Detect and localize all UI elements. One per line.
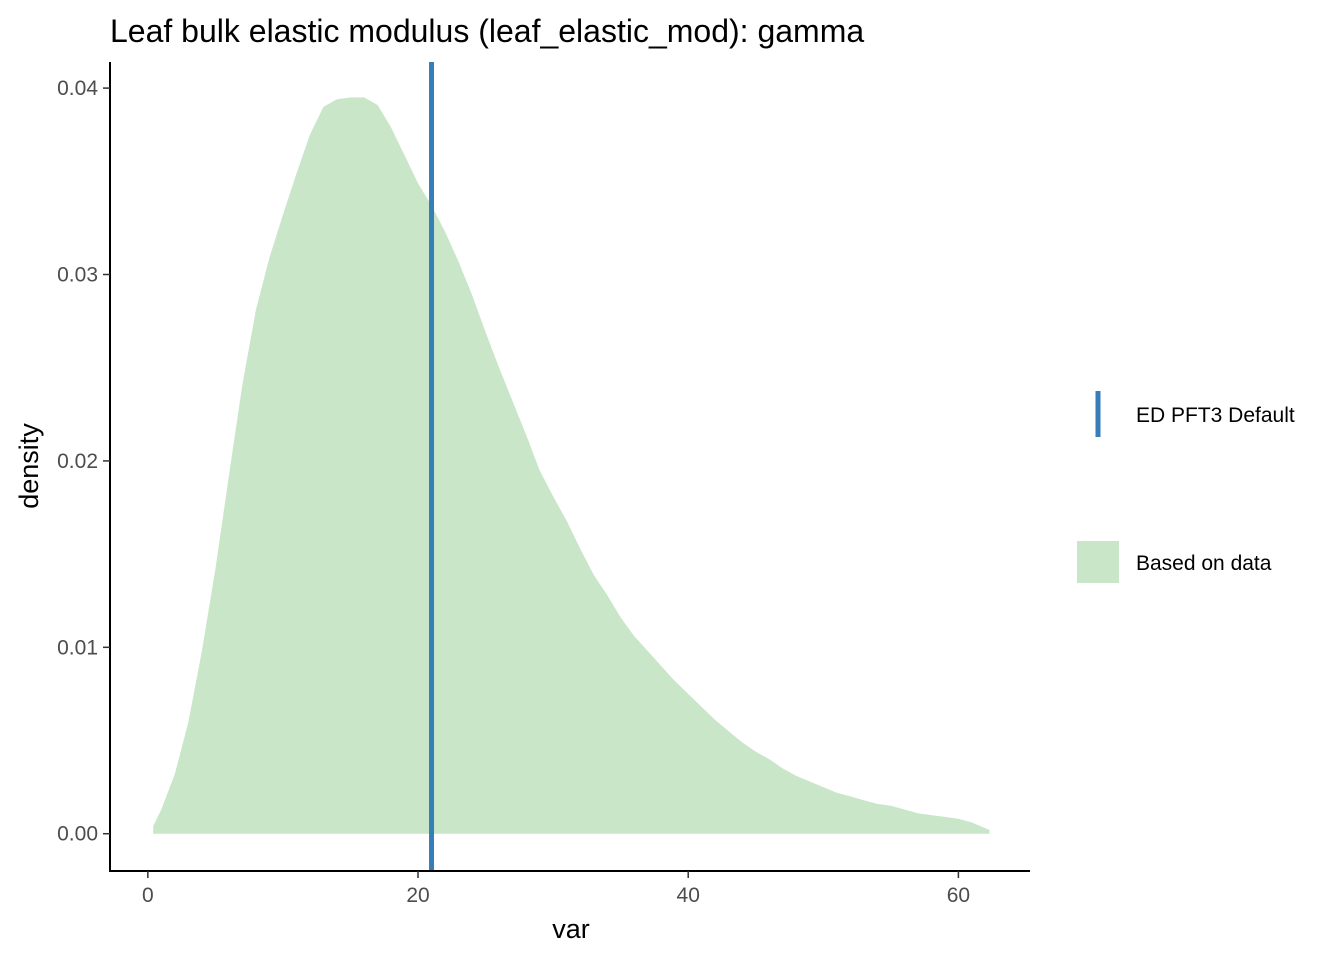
x-ticks: 0 20 40 60 (142, 871, 970, 907)
x-tick-label: 40 (677, 884, 700, 907)
chart-title: Leaf bulk elastic modulus (leaf_elastic_… (110, 13, 864, 49)
axes: 0 20 40 60 0.00 0.01 0.02 0.03 0.04 (57, 62, 1030, 907)
y-tick-label: 0.00 (57, 823, 98, 846)
x-axis-title: var (552, 914, 590, 944)
legend-label-based-on-data: Based on data (1136, 552, 1272, 575)
y-tick-label: 0.02 (57, 450, 98, 473)
x-tick-label: 60 (947, 884, 970, 907)
plot-area (153, 62, 990, 871)
y-tick-label: 0.01 (57, 636, 98, 659)
x-tick-label: 0 (142, 884, 154, 907)
density-area (153, 97, 990, 834)
legend-label-ed-pft3-default: ED PFT3 Default (1136, 404, 1295, 427)
x-tick-label: 20 (406, 884, 429, 907)
legend: ED PFT3 Default Based on data (1077, 391, 1295, 583)
y-ticks: 0.00 0.01 0.02 0.03 0.04 (57, 77, 110, 846)
legend-key-based-on-data (1077, 541, 1119, 583)
y-tick-label: 0.03 (57, 264, 98, 287)
y-tick-label: 0.04 (57, 77, 98, 100)
y-axis-title: density (14, 423, 44, 509)
